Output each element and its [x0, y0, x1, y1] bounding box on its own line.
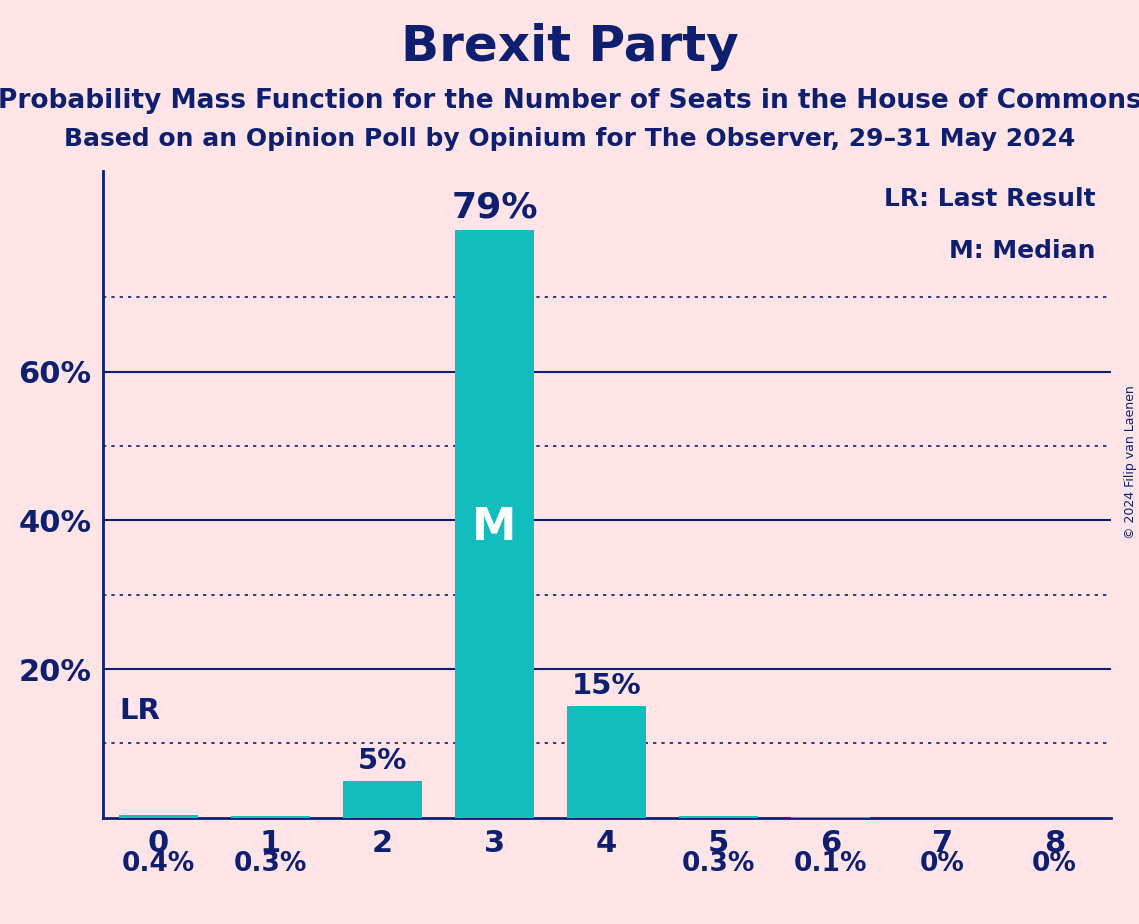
- Text: 5%: 5%: [358, 747, 408, 774]
- Text: Probability Mass Function for the Number of Seats in the House of Commons: Probability Mass Function for the Number…: [0, 88, 1139, 114]
- Bar: [679, 816, 757, 818]
- Text: Based on an Opinion Poll by Opinium for The Observer, 29–31 May 2024: Based on an Opinion Poll by Opinium for …: [64, 127, 1075, 151]
- Bar: [456, 230, 534, 818]
- Text: LR: LR: [120, 697, 161, 724]
- Text: Brexit Party: Brexit Party: [401, 23, 738, 71]
- Text: M: Median: M: Median: [949, 239, 1096, 262]
- Text: 0.1%: 0.1%: [794, 851, 867, 877]
- Text: 0%: 0%: [1032, 851, 1077, 877]
- Text: 79%: 79%: [451, 190, 538, 225]
- Bar: [231, 816, 310, 818]
- Text: 0.4%: 0.4%: [122, 851, 195, 877]
- Text: LR: Last Result: LR: Last Result: [884, 187, 1096, 211]
- Bar: [343, 781, 421, 818]
- Bar: [567, 706, 646, 818]
- Text: © 2024 Filip van Laenen: © 2024 Filip van Laenen: [1124, 385, 1137, 539]
- Text: 0%: 0%: [920, 851, 965, 877]
- Bar: [120, 815, 198, 818]
- Text: 15%: 15%: [572, 673, 641, 700]
- Text: 0.3%: 0.3%: [233, 851, 308, 877]
- Text: 0.3%: 0.3%: [682, 851, 755, 877]
- Text: M: M: [473, 506, 517, 549]
